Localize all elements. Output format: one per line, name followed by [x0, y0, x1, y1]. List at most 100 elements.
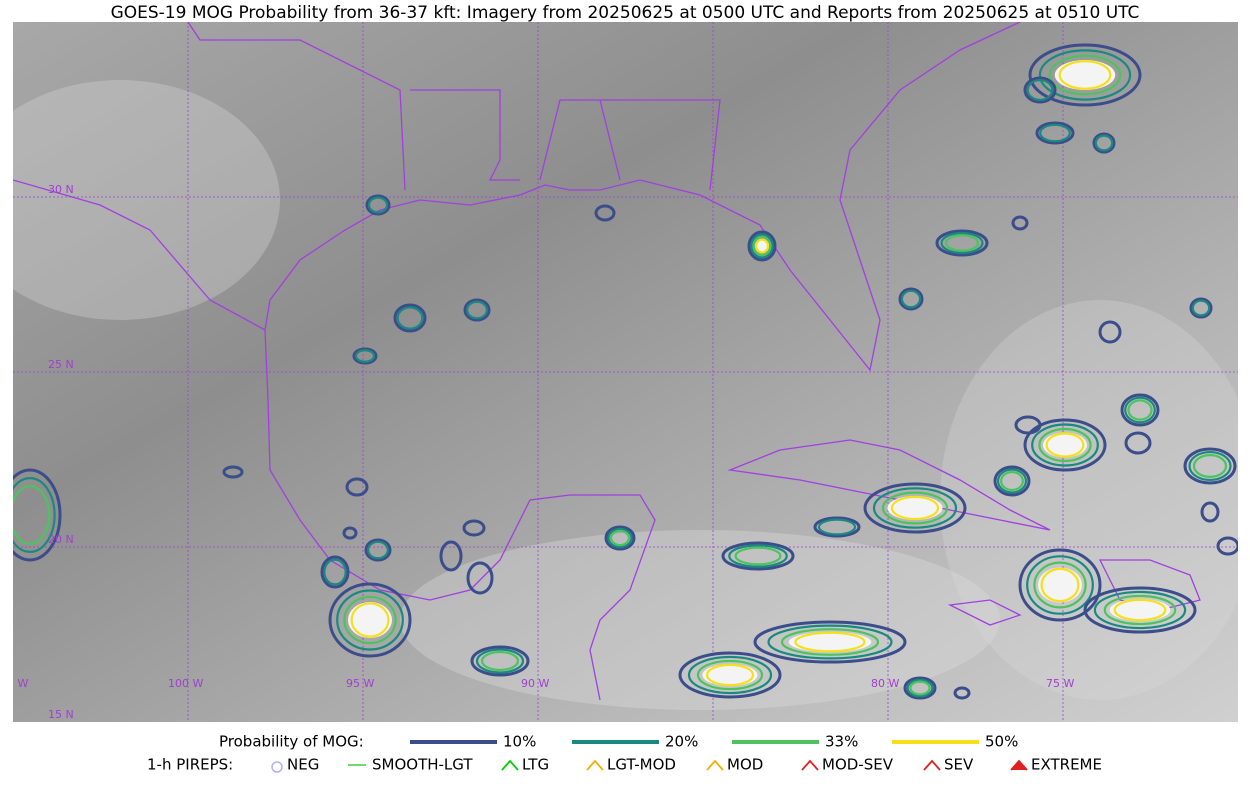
legend-label: SMOOTH-LGT — [372, 756, 473, 774]
pirep-icon — [923, 759, 941, 771]
contour — [705, 663, 755, 687]
legend-label: EXTREME — [1031, 756, 1102, 774]
contour — [352, 347, 378, 365]
contour — [1023, 418, 1107, 472]
contour — [1040, 567, 1080, 603]
contour — [1192, 454, 1228, 478]
cloud-core — [887, 496, 943, 520]
contour — [1124, 396, 1156, 424]
contour — [350, 602, 390, 638]
contour — [1035, 121, 1075, 145]
contour — [462, 519, 486, 537]
lon-label: 75 W — [1046, 677, 1074, 690]
contour — [604, 525, 636, 551]
contour — [753, 620, 907, 664]
contour — [1039, 123, 1071, 143]
contour — [396, 306, 424, 330]
cloud-core — [1054, 60, 1116, 90]
cloud — [940, 300, 1238, 700]
lat-label: 25 N — [48, 358, 74, 371]
contour — [1058, 60, 1112, 90]
contour — [365, 194, 391, 216]
contour — [594, 204, 616, 222]
legend-label: 33% — [825, 733, 858, 751]
lon-label: 105 W — [0, 677, 28, 690]
pirep-icon — [501, 759, 519, 771]
contour — [752, 235, 772, 257]
contour — [1120, 393, 1160, 427]
contour — [1094, 134, 1114, 152]
contour — [1093, 590, 1187, 630]
contour — [1026, 79, 1054, 101]
contour — [900, 289, 922, 309]
contour — [898, 287, 924, 311]
legend-label: LTG — [522, 756, 549, 774]
contour — [780, 628, 880, 656]
contour — [993, 465, 1031, 497]
contour — [345, 477, 369, 497]
cloud-core — [788, 632, 872, 652]
contour — [466, 561, 494, 595]
cuba — [727, 439, 1051, 531]
contour — [734, 546, 782, 566]
legend-label: MOD — [727, 756, 763, 774]
title: GOES-19 MOG Probability from 36-37 kft: … — [111, 3, 1140, 23]
contour — [1011, 215, 1029, 231]
contour — [13, 477, 56, 553]
lon-label: 90 W — [521, 677, 549, 690]
contour — [940, 232, 984, 254]
coastline — [13, 22, 1021, 701]
contour — [721, 541, 795, 571]
contour — [607, 527, 633, 549]
contour — [1048, 54, 1122, 96]
contour — [890, 495, 940, 521]
cloud-core — [702, 664, 758, 686]
lat-label: 20 N — [48, 533, 74, 546]
lon-label: 80 W — [871, 677, 899, 690]
cloud-core — [1038, 567, 1082, 603]
contour — [354, 349, 376, 363]
graticule-labels: 30 N 25 N 20 N 15 N 105 W 100 W 95 W 90 W 80 W 75… — [0, 183, 1074, 721]
contour — [1083, 586, 1197, 634]
contour — [953, 686, 971, 700]
contour — [1124, 431, 1152, 455]
contour — [1098, 320, 1122, 344]
legend-label: 20% — [665, 733, 698, 751]
contour — [1113, 598, 1167, 622]
contour — [881, 491, 949, 525]
contour — [328, 582, 412, 658]
pirep-icon — [1010, 759, 1028, 771]
contour — [1127, 399, 1153, 421]
legend-label: LGT-MOD — [607, 756, 676, 774]
legend-label: NEG — [287, 756, 319, 774]
contour — [1018, 548, 1102, 622]
contour — [1188, 450, 1232, 482]
lon-label: 95 W — [346, 677, 374, 690]
contour — [678, 651, 782, 699]
contour — [1216, 536, 1238, 556]
cloud — [400, 530, 1000, 710]
contour — [367, 540, 389, 560]
contour — [343, 595, 397, 645]
legend-label: MOD-SEV — [822, 756, 894, 774]
legend-label: SEV — [944, 756, 974, 774]
contour — [687, 655, 773, 695]
contour — [750, 233, 774, 259]
contour — [13, 468, 62, 562]
contour — [1103, 594, 1177, 626]
pirep-icon — [271, 761, 283, 773]
contour — [1045, 432, 1085, 458]
contour — [906, 678, 934, 698]
contour — [480, 650, 520, 672]
contour — [342, 526, 358, 540]
contour — [367, 196, 389, 214]
legend: Probability of MOG: 10% 20% 33% 50% 1-h PIREP… — [147, 733, 1102, 774]
contour — [1031, 423, 1099, 467]
contour — [813, 516, 861, 538]
contour — [466, 300, 488, 320]
map: 30 N 25 N 20 N 15 N 105 W 100 W 95 W 90 W 80 W 75… — [0, 22, 1238, 722]
contour — [903, 676, 937, 700]
pirep-icon — [706, 759, 724, 771]
pirep-icon — [801, 759, 819, 771]
